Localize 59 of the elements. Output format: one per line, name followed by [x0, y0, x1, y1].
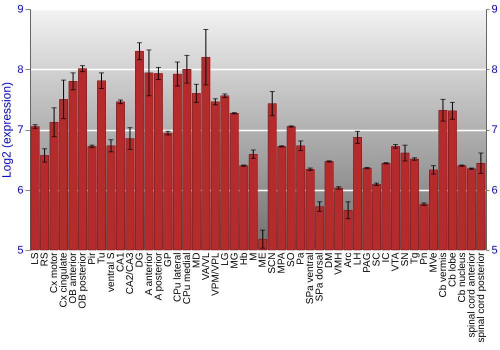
- x-tick-label: M: [248, 252, 260, 261]
- x-tick-label: OB posterior: [78, 252, 89, 309]
- y-tick-label: 9: [17, 4, 24, 16]
- y2-tick-label: 5: [492, 244, 498, 256]
- x-tick-label: GP: [162, 252, 174, 267]
- x-tick-label: MPA: [276, 252, 288, 274]
- y2-tick-label: 9: [492, 4, 498, 16]
- x-tick-label: A anterior: [144, 252, 155, 296]
- x-tick-label: Cx cingulate: [58, 252, 70, 308]
- x-tick-label: CA2/CA3: [124, 252, 136, 294]
- x-tick-label: PAG: [362, 252, 374, 273]
- x-tick-label: OB anterior: [68, 252, 80, 304]
- x-tick-label: Arc: [343, 252, 354, 268]
- x-tick-label: CPu medial: [182, 252, 193, 304]
- x-tick-label: CA1: [115, 252, 126, 272]
- x-tick-label: Cx motor: [49, 252, 60, 294]
- y2-tick-label: 8: [492, 64, 498, 76]
- x-tick-label: VA/VL: [200, 252, 212, 280]
- x-tick-label: spinal cord posterior: [476, 252, 487, 343]
- x-tick-label: LG: [220, 252, 231, 266]
- y-tick-label: 8: [17, 64, 24, 76]
- x-tick-label: LS: [30, 252, 42, 265]
- x-tick-label: Tu: [96, 252, 108, 264]
- x-tick-label: spinal cord anterior: [466, 252, 478, 338]
- x-tick-label: ME: [258, 252, 269, 268]
- y-axis-title: Log2 (expression): [0, 82, 14, 178]
- x-tick-label: Tg: [409, 252, 420, 264]
- x-tick-label: VTA: [390, 252, 402, 272]
- y-tick-label: 5: [17, 244, 24, 256]
- x-tick-label: SO: [286, 252, 298, 267]
- x-tick-label: VPM/VPL: [210, 252, 222, 296]
- x-tick-label: CPu lateral: [172, 252, 184, 302]
- x-tick-label: MVe: [428, 252, 440, 273]
- x-tick-label: Pir: [87, 252, 98, 265]
- x-tick-label: DM: [324, 252, 336, 268]
- x-tick-label: Hb: [238, 252, 250, 266]
- x-tick-label: Cb nucleus: [456, 252, 468, 303]
- x-tick-label: LH: [352, 252, 364, 266]
- y-tick-label: 7: [17, 124, 24, 136]
- x-tick-label: Pa: [296, 252, 307, 265]
- x-tick-label: IC: [381, 252, 392, 262]
- y-tick-label: 6: [17, 184, 24, 196]
- x-tick-label: SC: [372, 252, 383, 266]
- x-tick-label: SCN: [267, 252, 278, 274]
- y2-tick-label: 7: [492, 124, 498, 136]
- x-tick-label: Cb vermis: [438, 252, 449, 298]
- x-tick-label: MG: [229, 252, 240, 269]
- x-tick-label: RS: [40, 252, 51, 266]
- x-tick-label: ventral S: [106, 252, 117, 292]
- x-tick-label: SN: [400, 252, 412, 266]
- x-tick-label: Cb lobe: [447, 252, 458, 287]
- x-tick-label: A posterior: [153, 252, 164, 300]
- y2-tick-label: 6: [492, 184, 498, 196]
- x-tick-label: Pn: [418, 252, 430, 265]
- x-tick-label: SPa dorsal: [314, 252, 326, 302]
- x-tick-label: MD: [191, 252, 202, 268]
- x-tick-label: VMH: [334, 252, 345, 275]
- x-tick-label: SPa ventral: [305, 252, 316, 304]
- x-tick-label: DG: [134, 252, 146, 268]
